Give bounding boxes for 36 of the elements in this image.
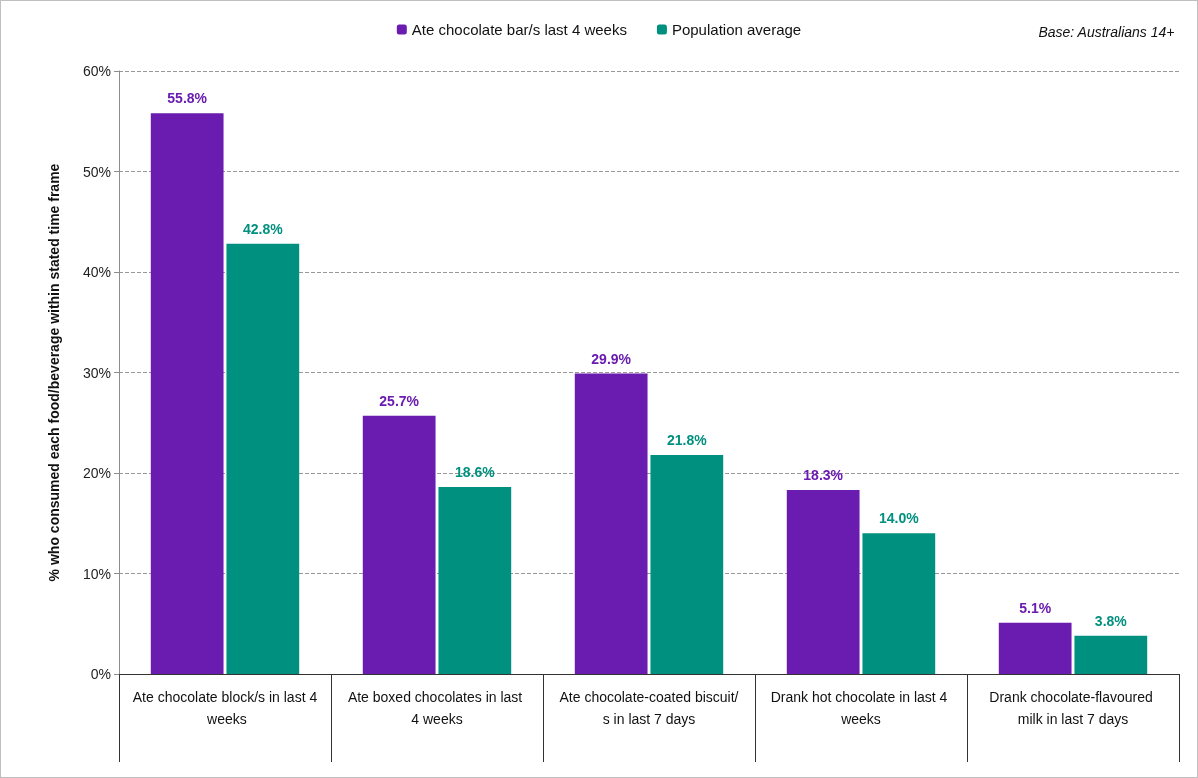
data-label: 42.8% bbox=[242, 220, 284, 237]
bar bbox=[786, 490, 860, 674]
bar bbox=[362, 415, 436, 674]
data-label: 21.8% bbox=[666, 431, 708, 448]
bar bbox=[150, 113, 224, 674]
data-label: 55.8% bbox=[167, 90, 208, 107]
y-tick-label: 10% bbox=[82, 565, 111, 582]
bar bbox=[226, 243, 300, 674]
y-tick-label: 20% bbox=[82, 465, 111, 481]
data-label: 25.7% bbox=[379, 392, 420, 409]
data-label: 29.9% bbox=[591, 350, 632, 367]
y-tick-label: 50% bbox=[82, 163, 111, 180]
bar bbox=[998, 622, 1072, 674]
bar bbox=[650, 454, 724, 674]
legend-label: Ate chocolate bar/s last 4 weeks bbox=[411, 21, 627, 38]
bar bbox=[438, 487, 512, 674]
data-label: 18.3% bbox=[803, 467, 844, 484]
text: Base: Australians 14+ bbox=[1038, 24, 1175, 40]
bar bbox=[1074, 635, 1148, 674]
bar bbox=[574, 373, 648, 674]
x-tick-label: Ate chocolate-coated biscuit/s in last 7 days bbox=[559, 689, 739, 727]
x-tick-label: Ate boxed chocolates in last 4 weeks bbox=[347, 689, 527, 727]
data-label: 14.0% bbox=[878, 510, 920, 527]
y-axis-title: % who consumed each food/beverage within stated time frame bbox=[46, 163, 62, 582]
bar bbox=[862, 533, 936, 674]
x-tick-label: Drank hot chocolate in last 4 weeks bbox=[770, 689, 952, 727]
x-tick-label: Ate chocolate block/s in last 4 weeks bbox=[132, 689, 318, 727]
data-label: 5.1% bbox=[1019, 599, 1052, 616]
x-tick-label: Drank chocolate-flavoured milk in last 7 days bbox=[989, 689, 1157, 727]
y-tick-label: 30% bbox=[82, 364, 111, 381]
y-tick-label: 60% bbox=[82, 63, 111, 79]
data-label: 3.8% bbox=[1094, 612, 1128, 629]
legend-label: Population average bbox=[671, 21, 802, 38]
y-tick-label: 40% bbox=[82, 264, 111, 280]
y-tick-label: 0% bbox=[90, 666, 111, 682]
data-label: 18.6% bbox=[454, 464, 496, 481]
